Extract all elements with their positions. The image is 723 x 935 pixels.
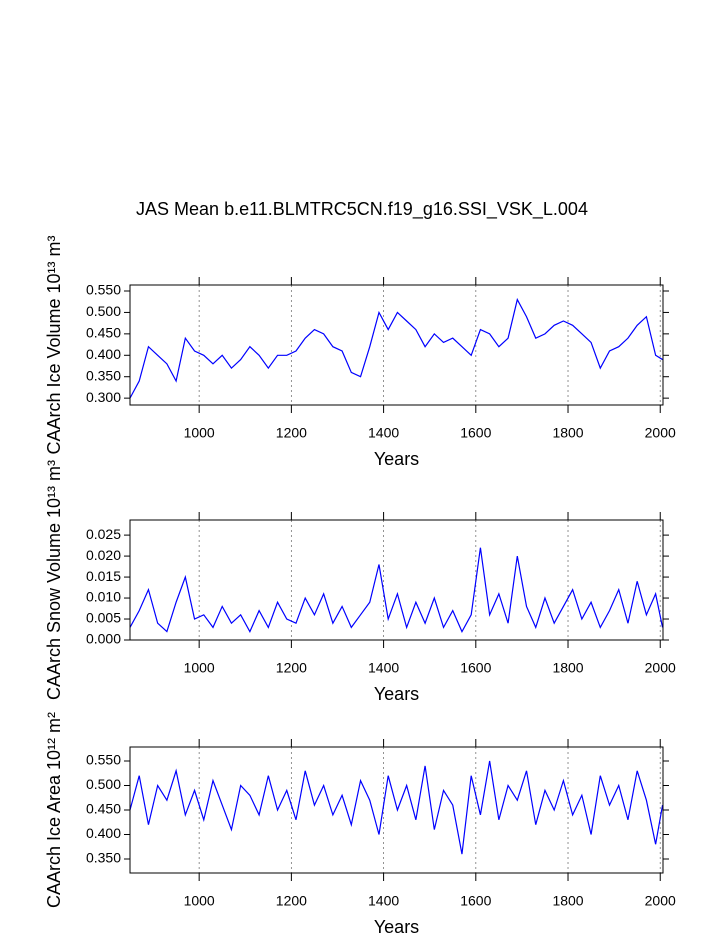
y-tick-label: 0.350	[86, 367, 121, 383]
x-tick-label: 1800	[552, 425, 583, 441]
x-tick-label: 1000	[184, 893, 215, 909]
x-tick-label: 1600	[460, 660, 491, 676]
x-tick-label: 1200	[276, 660, 307, 676]
y-tick-label: 0.500	[86, 776, 121, 792]
chart-title: JAS Mean b.e11.BLMTRC5CN.f19_g16.SSI_VSK…	[136, 199, 588, 220]
x-tick-label: 2000	[645, 893, 676, 909]
y-tick-label: 0.450	[86, 325, 121, 341]
y-tick-label: 0.400	[86, 346, 121, 362]
x-tick-label: 1200	[276, 425, 307, 441]
y-tick-label: 0.025	[86, 526, 121, 542]
y-tick-label: 0.020	[86, 547, 121, 563]
data-line	[129, 297, 663, 399]
x-tick-label: 1400	[368, 660, 399, 676]
x-tick-label: 1800	[552, 893, 583, 909]
x-tick-label: 2000	[645, 660, 676, 676]
plot-frame	[129, 746, 664, 874]
y-tick-label: 0.300	[86, 389, 121, 405]
x-tick-label: 1600	[460, 893, 491, 909]
x-axis-label: Years	[374, 684, 419, 704]
y-tick-label: 0.000	[86, 631, 121, 647]
y-tick-label: 0.550	[86, 752, 121, 768]
y-tick-label: 0.450	[86, 801, 121, 817]
x-axis-label: Years	[374, 449, 419, 469]
x-tick-label: 1600	[460, 425, 491, 441]
x-axis-label: Years	[374, 917, 419, 935]
plot-frame	[129, 284, 664, 406]
x-tick-label: 1800	[552, 660, 583, 676]
y-tick-label: 0.500	[86, 303, 121, 319]
y-tick-label: 0.400	[86, 825, 121, 841]
data-line	[129, 547, 664, 633]
x-tick-label: 1400	[368, 425, 399, 441]
y-tick-label: 0.005	[86, 610, 121, 626]
y-tick-label: 0.010	[86, 589, 121, 605]
y-axis-label: CAArch Ice Volume 10¹³ m³	[44, 235, 64, 454]
plot-frame	[129, 519, 664, 641]
x-tick-label: 1200	[276, 893, 307, 909]
y-axis-label: CAArch Snow Volume 10¹³ m³	[44, 460, 64, 700]
y-tick-label: 0.350	[86, 850, 121, 866]
x-tick-label: 1400	[368, 893, 399, 909]
x-tick-label: 2000	[645, 425, 676, 441]
y-tick-label: 0.550	[86, 282, 121, 298]
y-axis-label: CAArch Ice Area 10¹² m²	[44, 712, 64, 908]
x-tick-label: 1000	[184, 660, 215, 676]
data-line	[129, 760, 664, 855]
y-tick-label: 0.015	[86, 568, 121, 584]
x-tick-label: 1000	[184, 425, 215, 441]
